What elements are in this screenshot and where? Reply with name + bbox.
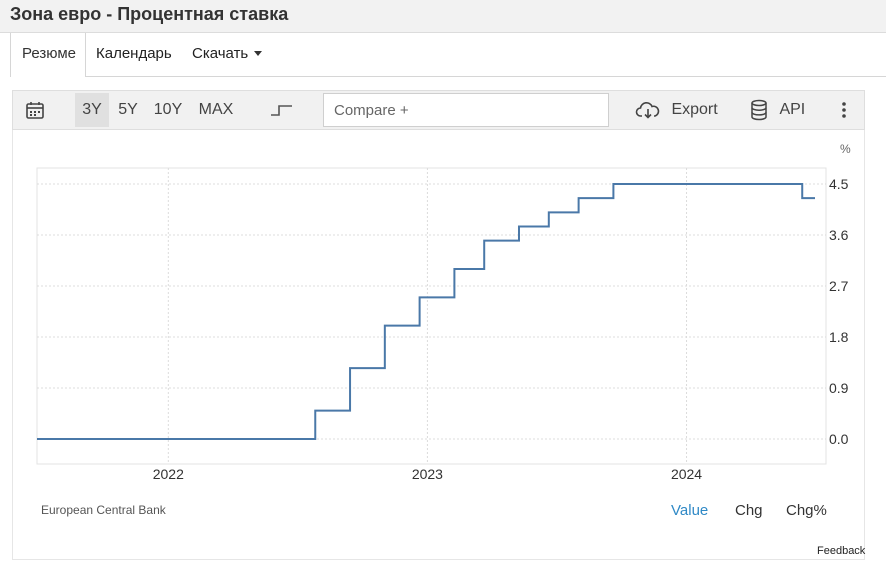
tab-calendar[interactable]: Календарь xyxy=(96,45,172,62)
step-line-icon[interactable] xyxy=(267,93,297,127)
api-label: API xyxy=(779,101,806,118)
x-tick-label: 2024 xyxy=(671,466,702,482)
range-3y-button[interactable]: 3Y xyxy=(75,93,109,127)
range-5y-button[interactable]: 5Y xyxy=(118,101,138,118)
axes: 0.0 0.9 1.8 2.7 3.6 4.5% 2022 2023 2024 xyxy=(153,142,851,482)
page-title: Зона евро - Процентная ставка xyxy=(10,4,289,24)
y-tick-label: 1.8 xyxy=(829,329,849,345)
compare-input[interactable] xyxy=(323,93,609,127)
grid xyxy=(36,167,827,465)
y-tick-label: 0.0 xyxy=(829,431,849,447)
y-tick-label: 4.5 xyxy=(829,176,849,192)
tab-summary[interactable]: Резюме xyxy=(10,33,86,77)
chart-toolbar: 3Y 5Y 10Y MAX Export API xyxy=(12,90,865,130)
y-tick-label: 0.9 xyxy=(829,380,849,396)
series xyxy=(37,183,815,440)
y-tick-label: 3.6 xyxy=(829,227,849,243)
title-bar: Зона евро - Процентная ставка xyxy=(0,0,886,33)
x-tick-label: 2023 xyxy=(412,466,443,482)
export-button[interactable]: Export xyxy=(635,93,719,127)
tab-download[interactable]: Скачать xyxy=(192,33,263,76)
tab-bar: Резюме Календарь Скачать xyxy=(10,33,886,77)
feedback-link[interactable]: Feedback xyxy=(817,545,866,557)
y-tick-label: 2.7 xyxy=(829,278,849,294)
more-vertical-icon[interactable] xyxy=(835,93,853,127)
view-tab-chg-percent[interactable]: Chg% xyxy=(786,502,827,519)
tab-download-label: Скачать xyxy=(192,45,249,62)
export-label: Export xyxy=(671,101,718,118)
calendar-icon[interactable] xyxy=(21,93,49,127)
source-label: European Central Bank xyxy=(41,503,166,517)
range-10y-button[interactable]: 10Y xyxy=(153,101,183,118)
y-unit-label: % xyxy=(840,142,851,156)
range-max-button[interactable]: MAX xyxy=(198,101,234,118)
x-tick-label: 2022 xyxy=(153,466,184,482)
chevron-down-icon xyxy=(254,51,263,56)
cloud-download-icon xyxy=(635,101,660,119)
view-tab-value[interactable]: Value xyxy=(671,502,709,519)
api-button[interactable]: API xyxy=(749,93,809,127)
view-tab-chg[interactable]: Chg xyxy=(735,502,763,519)
chart-panel xyxy=(12,130,865,560)
database-icon xyxy=(751,99,767,121)
plot-area xyxy=(36,167,827,465)
rate-step-line xyxy=(37,183,815,440)
interest-rate-chart: 0.0 0.9 1.8 2.7 3.6 4.5% 2022 2023 2024 xyxy=(36,142,851,482)
